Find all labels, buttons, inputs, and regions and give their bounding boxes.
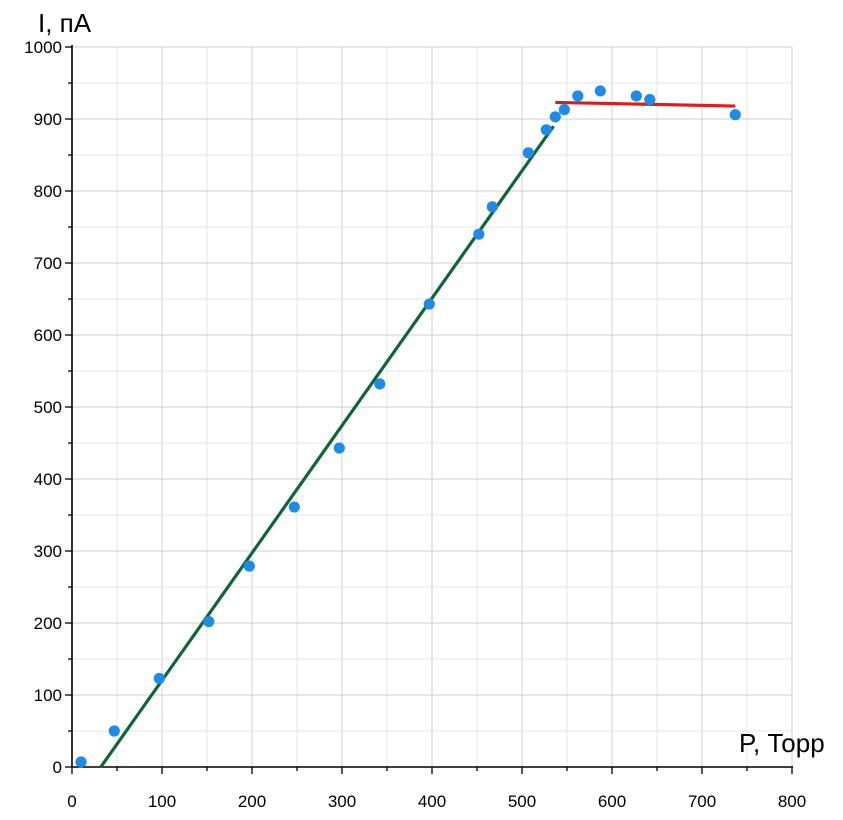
x-tick-label: 500	[508, 792, 536, 811]
y-tick-label: 100	[34, 686, 62, 705]
data-point	[473, 228, 485, 240]
data-point	[522, 147, 534, 159]
y-tick-label: 400	[34, 470, 62, 489]
data-point	[540, 124, 552, 136]
fit-line	[555, 100, 736, 108]
y-tick-label: 300	[34, 542, 62, 561]
axes	[65, 45, 793, 774]
data-point	[153, 672, 165, 685]
data-point	[594, 85, 606, 97]
data-point	[486, 201, 498, 213]
x-tick-label: 800	[778, 792, 806, 811]
y-tick-label: 800	[34, 182, 62, 201]
data-point	[729, 109, 741, 121]
x-tick-label: 200	[238, 792, 266, 811]
y-axis-title: I, пА	[38, 8, 92, 38]
data-point	[644, 93, 656, 106]
x-tick-label: 100	[148, 792, 176, 811]
x-tick-label: 300	[328, 792, 356, 811]
y-tick-label: 500	[34, 398, 62, 417]
y-tick-label: 200	[34, 614, 62, 633]
data-point	[203, 615, 215, 628]
data-point	[558, 104, 570, 116]
fit-line	[99, 125, 555, 768]
data-point	[572, 90, 584, 102]
data-point	[243, 560, 255, 572]
y-tick-label: 700	[34, 254, 62, 273]
fit-lines	[99, 100, 736, 768]
y-tick-label: 0	[53, 758, 62, 777]
tick-labels: 0 100 200 300 400 500 600 700 800 900 1000 0 100 200 3…	[24, 38, 806, 811]
data-point	[288, 501, 300, 513]
data-point	[333, 442, 345, 454]
x-tick-label: 0	[67, 792, 76, 811]
data-points	[75, 85, 741, 768]
data-point	[423, 298, 435, 310]
y-tick-label: 900	[34, 110, 62, 129]
y-tick-label: 600	[34, 326, 62, 345]
data-point	[75, 756, 87, 768]
x-axis-title: P, Торр	[739, 728, 825, 758]
grid	[72, 46, 793, 767]
x-tick-label: 400	[418, 792, 446, 811]
y-tick-label: 1000	[24, 38, 62, 57]
data-point	[630, 90, 642, 102]
data-point	[549, 111, 561, 123]
data-point	[108, 725, 120, 737]
x-tick-label: 700	[688, 792, 716, 811]
data-point	[374, 378, 386, 390]
x-tick-label: 600	[598, 792, 626, 811]
